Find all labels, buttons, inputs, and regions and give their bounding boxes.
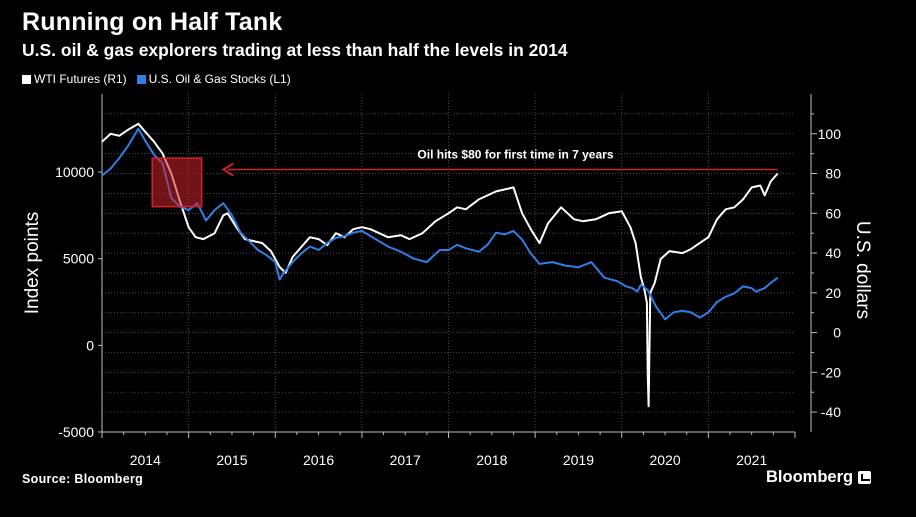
legend-swatch-wti — [22, 74, 31, 84]
x-tick-label: 2017 — [390, 452, 421, 468]
left-tick-label: 10000 — [55, 164, 94, 180]
x-tick-label: 2020 — [649, 452, 680, 468]
series-line-wti — [101, 122, 779, 408]
right-tick-label: 40 — [825, 245, 841, 261]
legend-swatch-stocks — [136, 74, 146, 84]
legend-item-wti: WTI Futures (R1) — [22, 72, 127, 86]
right-tick-label: -40 — [821, 404, 841, 420]
chart-subtitle: U.S. oil & gas explorers trading at less… — [22, 40, 568, 60]
x-tick-label: 2018 — [476, 452, 507, 468]
annotation-label: Oil hits $80 for first time in 7 years — [417, 148, 613, 162]
brand-logo: Bloomberg — [766, 468, 872, 487]
x-tick-label: 2014 — [130, 452, 161, 468]
x-tick-label: 2021 — [736, 452, 767, 468]
legend: WTI Futures (R1) U.S. Oil & Gas Stocks (… — [22, 72, 291, 86]
right-tick-label: -20 — [821, 364, 841, 380]
x-tick-label: 2015 — [216, 452, 247, 468]
left-axis-title: Index points — [22, 212, 43, 314]
right-axis-title: U.S. dollars — [852, 221, 873, 319]
left-tick-label: 5000 — [63, 251, 94, 267]
chart-icon — [858, 471, 872, 484]
left-tick-label: -5000 — [58, 424, 94, 440]
right-tick-label: 0 — [833, 325, 841, 341]
right-tick-label: 100 — [818, 126, 842, 142]
right-tick-label: 20 — [825, 285, 841, 301]
legend-label-wti: WTI Futures (R1) — [34, 72, 127, 86]
highlight-box — [151, 157, 203, 208]
x-tick-label: 2016 — [303, 452, 334, 468]
legend-label-stocks: U.S. Oil & Gas Stocks (L1) — [148, 72, 291, 86]
x-tick-label: 2019 — [563, 452, 594, 468]
chart-title: Running on Half Tank — [22, 8, 283, 36]
left-tick-label: 0 — [86, 337, 94, 353]
brand-name: Bloomberg — [766, 468, 854, 486]
right-tick-label: 60 — [825, 205, 841, 221]
legend-item-stocks: U.S. Oil & Gas Stocks (L1) — [136, 72, 291, 86]
annotation-arrow-head — [221, 162, 234, 177]
source-note: Source: Bloomberg — [22, 472, 144, 486]
right-tick-label: 80 — [825, 166, 841, 182]
series-line-stocks — [101, 127, 779, 321]
